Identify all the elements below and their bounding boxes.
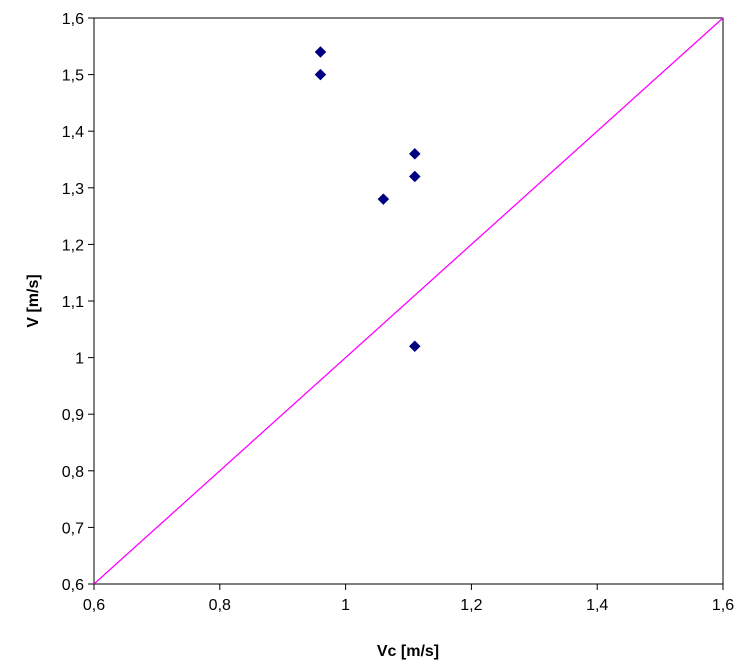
y-tick-label: 1,5 <box>62 68 84 85</box>
x-tick-label: 1,2 <box>460 597 482 614</box>
y-tick-label: 0,9 <box>62 407 84 424</box>
x-tick-label: 0,6 <box>83 597 105 614</box>
x-tick-label: 0,8 <box>209 597 231 614</box>
y-tick-label: 1,1 <box>62 294 84 311</box>
y-tick-label: 1,6 <box>62 11 84 28</box>
data-point <box>408 340 421 353</box>
y-tick-label: 1,3 <box>62 181 84 198</box>
x-tick-label: 1 <box>341 597 350 614</box>
data-point <box>314 46 327 58</box>
y-tick-label: 1,2 <box>62 237 84 254</box>
y-axis-title: V [m/s] <box>25 274 42 327</box>
y-tick-label: 1 <box>75 351 84 368</box>
x-tick-label: 1,4 <box>586 597 608 614</box>
reference-line-layer <box>93 17 724 585</box>
y-tick-label: 0,8 <box>62 464 84 481</box>
data-point <box>314 68 327 81</box>
x-tick-label: 1,6 <box>712 597 734 614</box>
data-points <box>314 46 421 353</box>
y-tick-label: 0,6 <box>62 577 84 594</box>
data-point <box>408 147 421 160</box>
y-tick-label: 1,4 <box>62 124 84 141</box>
x-axis-ticks: 0,6 0,8 1 1,2 1,4 1,6 <box>83 584 734 614</box>
x-axis-title: Vc [m/s] <box>377 643 439 660</box>
reference-line <box>93 17 724 585</box>
data-point <box>408 170 421 183</box>
y-axis-ticks: 0,6 0,7 0,8 0,9 1 1,1 1,2 1,3 1,4 1,5 1,6 <box>62 11 94 594</box>
y-tick-label: 0,7 <box>62 520 84 537</box>
data-point <box>377 193 390 205</box>
